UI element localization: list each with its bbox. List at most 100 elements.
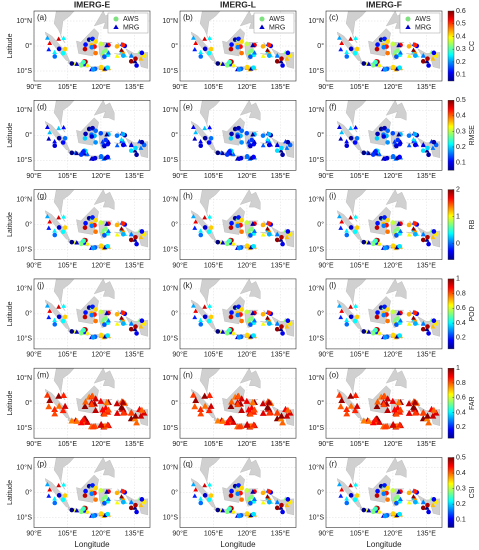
- station-circle: [385, 485, 391, 491]
- station-circle: [373, 59, 378, 65]
- station-circle: [260, 44, 266, 49]
- station-triangle: [102, 155, 108, 160]
- station-triangle: [265, 494, 270, 499]
- station-circle: [248, 322, 253, 327]
- station-circle: [89, 44, 95, 50]
- station-triangle: [430, 502, 436, 508]
- station-circle: [69, 61, 75, 66]
- station-circle: [98, 154, 104, 159]
- station-triangle: [238, 406, 246, 414]
- station-circle: [244, 220, 250, 225]
- land: [385, 278, 407, 300]
- station-triangle: [92, 395, 100, 402]
- station-circle: [98, 332, 104, 338]
- station-triangle: [220, 240, 226, 245]
- land: [34, 278, 75, 311]
- y-tick-label: 0°: [171, 42, 178, 50]
- map-content: [180, 368, 296, 439]
- colorbar-label: POD: [469, 306, 476, 321]
- x-tick-label: 105°E: [58, 83, 77, 91]
- land: [76, 474, 99, 503]
- station-circle: [406, 222, 412, 228]
- station-circle: [348, 46, 354, 52]
- station-triangle: [227, 402, 235, 409]
- land: [76, 28, 99, 57]
- station-triangle: [265, 398, 273, 405]
- x-tick-label: 90°E: [318, 261, 334, 269]
- station-triangle: [193, 487, 199, 492]
- station-circle: [62, 46, 68, 52]
- station-triangle: [347, 402, 355, 409]
- station-circle: [274, 326, 280, 332]
- station-circle: [236, 335, 242, 340]
- station-triangle: [249, 398, 257, 405]
- station-circle: [385, 318, 390, 324]
- station-circle: [202, 46, 208, 52]
- station-triangle: [190, 213, 196, 219]
- station-triangle: [248, 334, 254, 339]
- station-circle: [78, 509, 84, 515]
- station-triangle: [250, 489, 256, 494]
- y-tick-label: 0°: [317, 488, 324, 496]
- station-circle: [395, 227, 401, 232]
- station-triangle: [411, 409, 419, 416]
- station-circle: [285, 139, 291, 145]
- colorbar-tick-label: 0.8: [456, 380, 466, 387]
- station-circle: [420, 237, 426, 243]
- station-circle: [239, 50, 244, 56]
- station-triangle: [252, 228, 257, 234]
- land: [93, 368, 115, 389]
- station-circle: [235, 134, 241, 139]
- station-triangle: [61, 214, 67, 219]
- station-triangle: [85, 241, 90, 246]
- land: [239, 100, 261, 121]
- station-circle: [344, 54, 350, 59]
- station-circle: [420, 59, 426, 64]
- station-triangle: [252, 139, 257, 144]
- station-circle: [244, 130, 250, 136]
- land: [385, 368, 407, 389]
- x-tick-label: 120°E: [383, 529, 402, 537]
- station-triangle: [100, 139, 105, 144]
- land: [326, 368, 367, 401]
- map-frame: [179, 278, 297, 350]
- station-circle: [395, 137, 401, 143]
- station-triangle: [114, 142, 120, 148]
- station-circle: [198, 143, 204, 149]
- station-triangle: [411, 136, 416, 142]
- station-triangle: [59, 407, 67, 414]
- station-circle: [139, 229, 145, 234]
- x-tick-label: 135°E: [125, 172, 144, 180]
- y-tick-label: 0°: [317, 220, 324, 228]
- station-circle: [52, 232, 58, 238]
- station-circle: [426, 63, 431, 68]
- map-content: [180, 278, 296, 349]
- station-triangle: [128, 53, 134, 58]
- legend-triangle: [259, 24, 265, 29]
- x-tick-label: 120°E: [91, 83, 110, 91]
- station-triangle: [366, 150, 372, 156]
- map-content: [326, 368, 442, 439]
- station-circle: [236, 156, 242, 162]
- station-circle: [93, 39, 99, 44]
- station-triangle: [377, 62, 382, 67]
- station-circle: [248, 232, 253, 238]
- x-tick-label: 105°E: [58, 172, 77, 180]
- station-circle: [266, 142, 272, 148]
- station-circle: [285, 50, 291, 56]
- station-circle: [139, 139, 145, 145]
- station-circle: [102, 322, 107, 327]
- station-circle: [395, 316, 401, 321]
- station-triangle: [74, 329, 80, 334]
- station-circle: [412, 321, 418, 326]
- map-panel: (l) 10°N 0° 10°S 90°E 105°E 120°E 135°E: [308, 278, 443, 359]
- station-circle: [412, 499, 418, 505]
- station-circle: [381, 134, 387, 139]
- station-circle: [285, 318, 291, 324]
- station-circle: [236, 304, 241, 310]
- x-tick-label: 120°E: [383, 83, 402, 91]
- station-circle: [382, 36, 387, 42]
- panel-label: (p): [37, 460, 47, 469]
- x-tick-label: 135°E: [271, 83, 290, 91]
- x-axis-label: Longitude: [74, 540, 110, 549]
